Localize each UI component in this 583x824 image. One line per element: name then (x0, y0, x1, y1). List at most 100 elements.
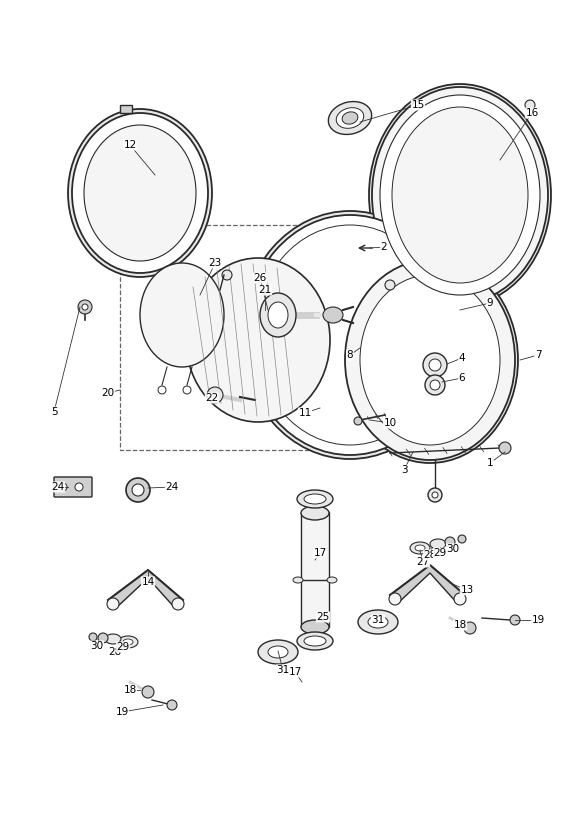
Text: 30: 30 (90, 641, 104, 651)
Ellipse shape (84, 125, 196, 261)
Polygon shape (108, 570, 183, 608)
Text: 14: 14 (141, 577, 154, 587)
Text: 17: 17 (314, 548, 326, 558)
Ellipse shape (241, 211, 459, 459)
Text: 2: 2 (381, 242, 387, 252)
Circle shape (132, 484, 144, 496)
Text: 25: 25 (317, 612, 329, 622)
Circle shape (445, 537, 455, 547)
Text: 21: 21 (258, 285, 272, 295)
Ellipse shape (430, 539, 446, 549)
Circle shape (183, 386, 191, 394)
Ellipse shape (258, 640, 298, 664)
Text: 23: 23 (208, 258, 222, 268)
Ellipse shape (345, 260, 515, 460)
FancyBboxPatch shape (120, 105, 132, 113)
Ellipse shape (72, 113, 208, 273)
Text: 9: 9 (487, 298, 493, 308)
Ellipse shape (327, 577, 337, 583)
Circle shape (167, 700, 177, 710)
Circle shape (510, 615, 520, 625)
Text: 17: 17 (289, 667, 301, 677)
Circle shape (75, 483, 83, 491)
Text: 27: 27 (416, 557, 430, 567)
Ellipse shape (186, 258, 330, 422)
Ellipse shape (342, 112, 358, 124)
Text: 7: 7 (535, 350, 541, 360)
Text: 24: 24 (166, 482, 178, 492)
Text: 19: 19 (115, 707, 129, 717)
Circle shape (222, 270, 232, 280)
Text: 31: 31 (371, 615, 385, 625)
Text: 24: 24 (51, 482, 65, 492)
Circle shape (458, 535, 466, 543)
Circle shape (464, 622, 476, 634)
Circle shape (107, 598, 119, 610)
Circle shape (98, 633, 108, 643)
Circle shape (499, 442, 511, 454)
FancyBboxPatch shape (54, 477, 92, 497)
Ellipse shape (245, 215, 455, 455)
Circle shape (429, 359, 441, 371)
Circle shape (158, 386, 166, 394)
Ellipse shape (392, 107, 528, 283)
Ellipse shape (105, 634, 121, 644)
Text: 20: 20 (101, 388, 115, 398)
Text: 16: 16 (525, 108, 539, 118)
Ellipse shape (358, 610, 398, 634)
Ellipse shape (336, 108, 364, 129)
Text: 6: 6 (459, 373, 465, 383)
Ellipse shape (118, 636, 138, 648)
Circle shape (89, 633, 97, 641)
Ellipse shape (268, 302, 288, 328)
Circle shape (78, 300, 92, 314)
Ellipse shape (68, 109, 212, 277)
Text: 19: 19 (531, 615, 545, 625)
Text: 8: 8 (347, 350, 353, 360)
Ellipse shape (260, 293, 296, 337)
Ellipse shape (380, 95, 540, 295)
Text: 30: 30 (447, 544, 459, 554)
Ellipse shape (323, 307, 343, 323)
Ellipse shape (342, 257, 518, 463)
Ellipse shape (368, 616, 388, 628)
Ellipse shape (293, 577, 303, 583)
Ellipse shape (415, 545, 425, 551)
Text: 18: 18 (124, 685, 136, 695)
Text: 29: 29 (433, 548, 447, 558)
Text: 13: 13 (461, 585, 473, 595)
Circle shape (454, 593, 466, 605)
Circle shape (425, 375, 445, 395)
Text: 12: 12 (124, 140, 136, 150)
Circle shape (354, 417, 362, 425)
Circle shape (82, 304, 88, 310)
Ellipse shape (301, 620, 329, 634)
Ellipse shape (297, 490, 333, 508)
Ellipse shape (255, 225, 445, 445)
Text: 31: 31 (276, 665, 290, 675)
Polygon shape (390, 565, 465, 603)
Text: 18: 18 (454, 620, 466, 630)
Circle shape (385, 280, 395, 290)
Ellipse shape (140, 263, 224, 367)
Text: 4: 4 (459, 353, 465, 363)
Ellipse shape (369, 84, 551, 306)
Circle shape (432, 492, 438, 498)
Circle shape (430, 380, 440, 390)
Circle shape (142, 686, 154, 698)
Text: 15: 15 (412, 100, 424, 110)
Circle shape (126, 478, 150, 502)
Ellipse shape (301, 506, 329, 520)
Text: 3: 3 (401, 465, 408, 475)
Ellipse shape (360, 275, 500, 445)
Ellipse shape (304, 494, 326, 504)
Ellipse shape (304, 636, 326, 646)
Ellipse shape (268, 646, 288, 658)
Circle shape (389, 593, 401, 605)
Text: 28: 28 (423, 550, 437, 560)
Text: 29: 29 (117, 642, 129, 652)
Circle shape (59, 483, 67, 491)
Ellipse shape (410, 542, 430, 554)
Circle shape (423, 353, 447, 377)
Text: 28: 28 (108, 647, 122, 657)
